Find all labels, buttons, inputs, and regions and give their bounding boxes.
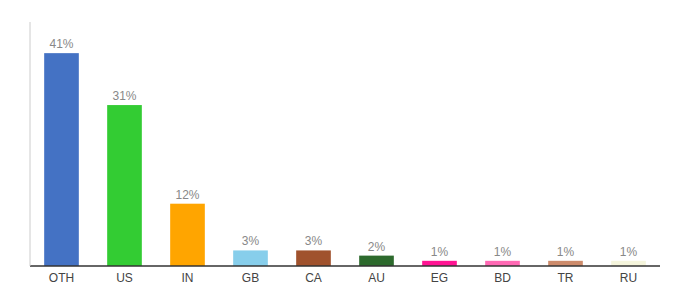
bar	[233, 250, 268, 266]
bar	[359, 256, 394, 266]
bar	[44, 53, 79, 266]
x-tick-label: US	[116, 271, 133, 285]
data-label: 1%	[431, 245, 449, 259]
bar	[170, 204, 205, 266]
data-label: 3%	[305, 234, 323, 248]
x-tick-label: IN	[182, 271, 194, 285]
x-tick-label: EG	[431, 271, 448, 285]
bars	[44, 53, 646, 266]
bar	[485, 261, 520, 266]
bar	[107, 105, 142, 266]
data-label: 12%	[175, 188, 199, 202]
data-label: 1%	[620, 245, 638, 259]
bar	[296, 250, 331, 266]
data-label: 31%	[112, 89, 136, 103]
chart-svg: OTH US IN GB CA AU EG BD TR RU 41% 31% 12% 3% 3% 2% 1% 1%…	[0, 0, 680, 300]
chart-container: OTH US IN GB CA AU EG BD TR RU 41% 31% 12% 3% 3% 2% 1% 1%…	[0, 0, 680, 300]
x-tick-label: CA	[305, 271, 322, 285]
bar	[548, 261, 583, 266]
x-axis-line	[30, 265, 660, 267]
data-label: 41%	[49, 37, 73, 51]
x-tick-label: RU	[620, 271, 637, 285]
x-tick-label: OTH	[49, 271, 74, 285]
data-label: 1%	[494, 245, 512, 259]
x-tick-label: AU	[368, 271, 385, 285]
x-tick-label: TR	[558, 271, 574, 285]
data-label: 3%	[242, 234, 260, 248]
data-label: 2%	[368, 240, 386, 254]
x-tick-label: GB	[242, 271, 259, 285]
data-label: 1%	[557, 245, 575, 259]
y-axis-line	[30, 22, 31, 266]
bar	[422, 261, 457, 266]
x-tick-label: BD	[494, 271, 511, 285]
bar	[611, 261, 646, 266]
